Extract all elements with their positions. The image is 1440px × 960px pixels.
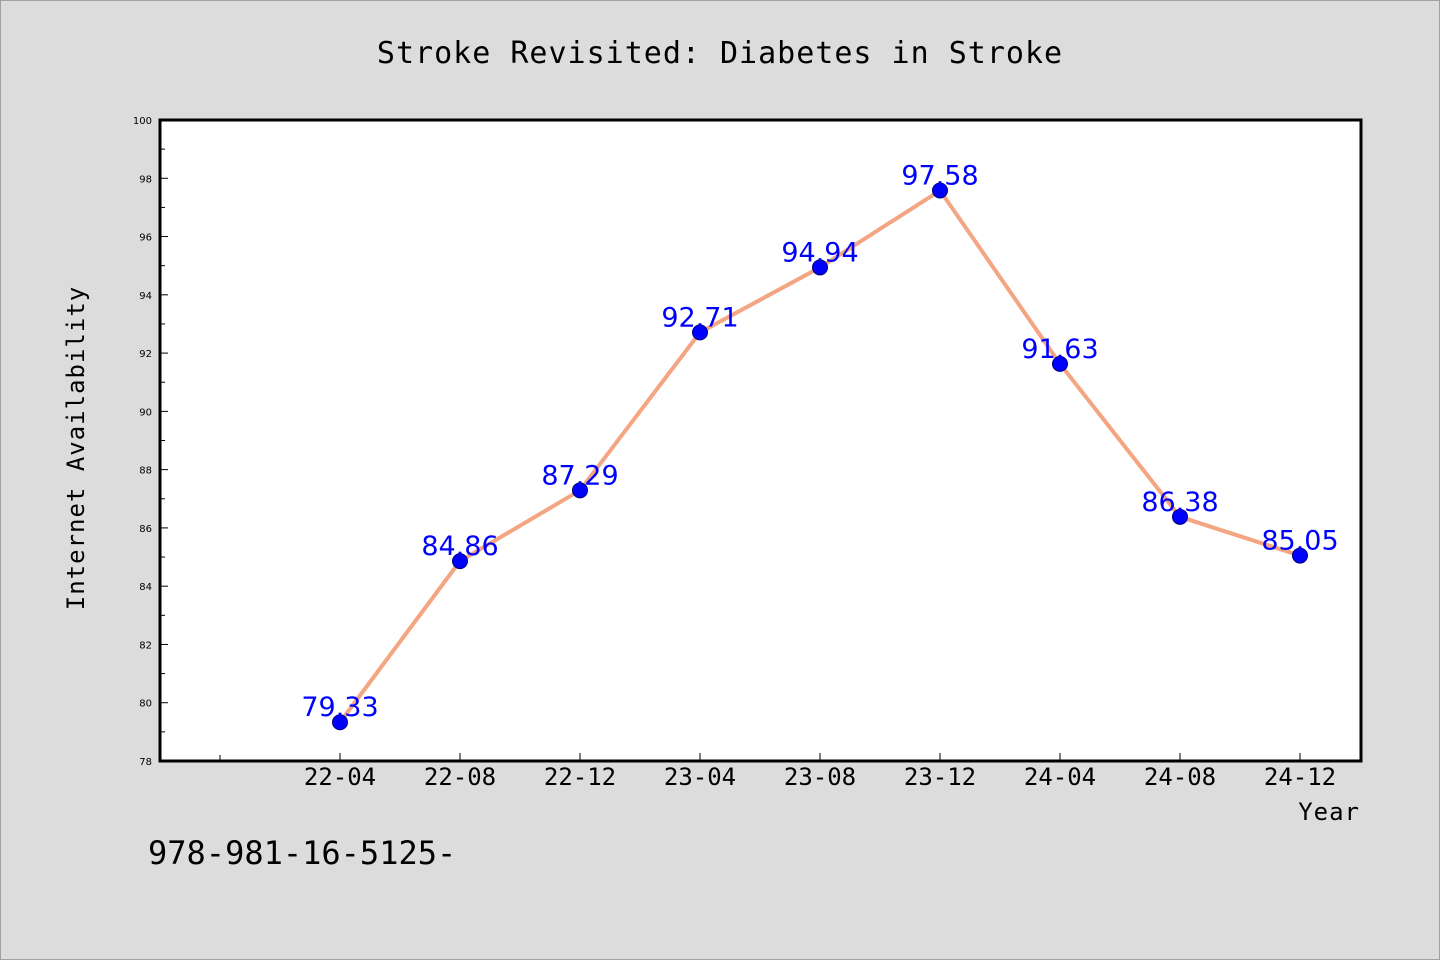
x-tick-label: 23-12 [904, 763, 976, 791]
y-tick-label: 92 [139, 349, 152, 360]
y-tick-label: 90 [139, 407, 152, 418]
data-label: 84.86 [421, 531, 498, 562]
data-point [1052, 355, 1068, 372]
y-tick-label: 96 [139, 233, 152, 244]
data-label: 79.33 [301, 692, 378, 723]
data-label: 91.63 [1021, 334, 1098, 365]
data-labels: 79.33 84.86 87.29 92.71 94.94 97.58 91.63 86.38… [301, 161, 1338, 724]
y-tick-label: 86 [139, 524, 152, 535]
data-point [332, 714, 348, 731]
x-axis-label: Year [1298, 798, 1360, 826]
footer-text: 978-981-16-5125- [148, 834, 456, 872]
x-tick-label: 22-12 [544, 763, 616, 791]
x-tick-label: 22-08 [424, 763, 496, 791]
data-point [572, 482, 588, 499]
plot-area [160, 120, 1361, 761]
series-line-group [332, 182, 1308, 731]
y-tick-label: 78 [139, 757, 152, 768]
x-tick-label: 24-04 [1024, 763, 1096, 791]
y-tick-label: 94 [139, 291, 152, 302]
plot-frame [158, 118, 1363, 763]
data-label: 87.29 [541, 460, 618, 491]
data-label: 97.58 [901, 161, 978, 192]
y-axis-label: Internet Availability [62, 286, 90, 610]
x-axis: 22-04 22-08 22-12 23-04 23-08 23-12 24-04 24-08… [219, 753, 1336, 791]
y-tick-label: 98 [139, 174, 152, 185]
data-label: 92.71 [661, 302, 738, 333]
y-tick-label: 82 [139, 640, 152, 651]
x-tick-label: 22-04 [304, 763, 376, 791]
data-label: 86.38 [1141, 487, 1218, 518]
data-point [812, 259, 828, 276]
data-point [692, 324, 708, 341]
data-point [932, 182, 948, 199]
x-tick-label: 23-08 [784, 763, 856, 791]
y-tick-label: 88 [139, 466, 152, 477]
x-tick-label: 24-12 [1264, 763, 1336, 791]
x-tick-label: 24-08 [1144, 763, 1216, 791]
data-label: 94.94 [781, 237, 858, 268]
x-tick-label: 23-04 [664, 763, 736, 791]
y-axis: 78 80 82 84 86 88 90 92 94 96 98 100 [133, 116, 168, 768]
y-tick-label: 84 [139, 582, 152, 593]
y-tick-label: 100 [133, 116, 152, 127]
data-label: 85.05 [1261, 526, 1338, 557]
chart-title: Stroke Revisited: Diabetes in Stroke [377, 36, 1063, 71]
y-tick-label: 80 [139, 699, 152, 710]
data-point [1292, 547, 1308, 564]
data-point [452, 553, 468, 570]
data-point [1172, 508, 1188, 525]
